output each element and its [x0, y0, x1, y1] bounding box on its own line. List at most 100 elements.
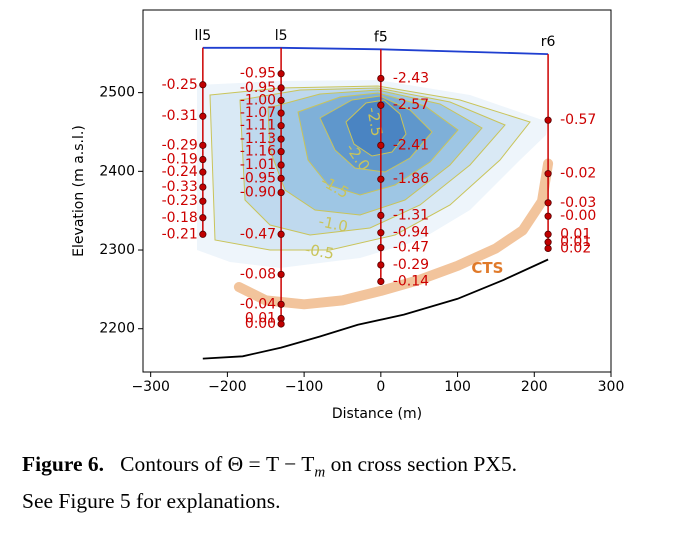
measurement-value: -2.57 [393, 97, 429, 113]
caption-label: Figure 6. [22, 452, 105, 476]
measurement-value: -0.03 [560, 195, 596, 211]
measurement-value: 0.01 [245, 310, 276, 326]
measurement-value: -0.19 [162, 152, 198, 168]
measurement-value: -2.41 [393, 137, 429, 153]
bed-line [202, 258, 549, 360]
measurement-value: -2.43 [393, 70, 429, 86]
measurement-value: -0.95 [240, 66, 276, 82]
x-tick-label: 0 [376, 379, 385, 395]
measurement-value: -1.86 [393, 171, 429, 187]
measurement-point [377, 277, 385, 286]
caption-subscript: m [314, 464, 326, 481]
measurement-point [377, 175, 385, 183]
measurement-point [544, 199, 552, 207]
borehole-l5: l5-0.95-0.95-1.00-1.07-1.11-1.13-1.16-1.… [240, 28, 288, 332]
measurement-point [277, 300, 285, 308]
measurement-point [199, 197, 207, 205]
x-tick-label: 200 [521, 379, 548, 395]
measurement-point [544, 170, 552, 178]
measurement-value: -0.47 [393, 240, 429, 256]
measurement-point [377, 211, 385, 219]
contour-line-2 [239, 87, 506, 236]
measurement-point [277, 96, 285, 105]
contour-figure: CTS -2.5-2.0-1.5-1.0-0.5 ll5-0.25-0.31-0… [71, 9, 624, 422]
measurement-point [277, 320, 285, 328]
measurement-point [199, 141, 207, 149]
figure-caption: Figure 6. Contours of Θ = T − Tm on cros… [22, 450, 682, 516]
plot-frame [142, 9, 612, 373]
measurement-point [199, 183, 207, 191]
contour-label: -1.0 [317, 212, 349, 236]
measurement-point [199, 155, 207, 164]
measurement-value: -0.90 [240, 185, 276, 201]
measurement-value: -0.25 [162, 77, 198, 93]
y-tick-label: 2200 [99, 321, 135, 337]
measurement-value: 0.00 [245, 316, 276, 332]
measurement-point [277, 230, 285, 238]
measurement-point [544, 230, 552, 238]
borehole-ll5: ll5-0.25-0.31-0.29-0.19-0.24-0.33-0.23-0… [162, 28, 212, 243]
x-tick-label: −200 [208, 379, 246, 395]
boreholes: ll5-0.25-0.31-0.29-0.19-0.24-0.33-0.23-0… [162, 28, 597, 332]
borehole-r6: r6 -0.57 -0.02 -0.03-0.00 0.010.010.02 [541, 34, 597, 256]
measurement-point [277, 109, 285, 117]
measurement-value: 0.01 [560, 226, 591, 242]
measurement-value: -1.16 [240, 144, 276, 160]
contour-line-4 [297, 92, 459, 196]
measurement-value: -0.21 [162, 226, 198, 242]
measurement-value: -0.18 [162, 210, 198, 226]
measurement-point [277, 148, 285, 156]
measurement-value: 0.02 [560, 240, 591, 256]
measurement-value: -0.94 [393, 225, 429, 241]
contour-line-1 [209, 85, 531, 251]
x-tick-label: −100 [285, 379, 323, 395]
caption-text-end: on cross section PX5. [325, 452, 517, 476]
caption-text-line2: See Figure 5 for explanations. [22, 489, 281, 514]
measurement-point [199, 168, 207, 176]
measurement-point [377, 244, 385, 252]
y-tick-label: 2300 [99, 242, 135, 258]
borehole-f5: f5-2.43-2.57-2.41-1.86-1.31-0.94-0.47-0.… [374, 29, 429, 289]
cts-label: CTS [471, 259, 503, 277]
measurement-value: -1.00 [240, 93, 276, 109]
measurement-point [277, 270, 285, 279]
x-tick-label: 100 [444, 379, 471, 395]
x-axis-label: Distance (m) [332, 406, 422, 422]
measurement-value: -1.31 [393, 207, 429, 223]
x-tick-label: −300 [131, 379, 169, 395]
temperature-contour-lines [209, 85, 531, 251]
measurement-point [277, 135, 285, 143]
measurement-value: -0.57 [560, 112, 596, 128]
contour-line-5 [319, 95, 433, 173]
measurement-value: -0.08 [240, 266, 276, 282]
borehole-name: l5 [275, 28, 288, 44]
measurement-value: -0.47 [240, 226, 276, 242]
measurement-point [544, 212, 552, 220]
measurement-value: -0.95 [240, 170, 276, 186]
measurement-point [277, 188, 285, 197]
measurement-point [377, 101, 385, 109]
measurement-point [199, 230, 207, 238]
y-tick-label: 2400 [99, 163, 135, 179]
measurement-value: -0.33 [162, 179, 198, 195]
measurement-value: -1.07 [240, 105, 276, 121]
measurement-value: -0.23 [162, 193, 198, 209]
cts-line [233, 158, 554, 310]
borehole-name: r6 [541, 34, 556, 50]
contour-line-3 [267, 89, 483, 216]
measurement-point [277, 161, 285, 169]
measurement-value: -0.04 [240, 296, 276, 312]
measurement-point [277, 84, 285, 92]
surface-line [202, 46, 549, 55]
measurement-value: -0.00 [560, 208, 596, 224]
profile-lines: CTS [202, 46, 554, 360]
y-axis-label: Elevation (m a.s.l.) [71, 125, 87, 257]
measurement-point [277, 174, 285, 183]
contour-label: -0.5 [303, 240, 335, 263]
measurement-value: 0.01 [560, 234, 591, 250]
measurement-value: -0.29 [393, 257, 429, 273]
measurement-point [377, 229, 385, 237]
borehole-name: ll5 [194, 28, 211, 44]
measurement-point [544, 116, 552, 124]
measurement-value: -0.02 [560, 166, 596, 182]
